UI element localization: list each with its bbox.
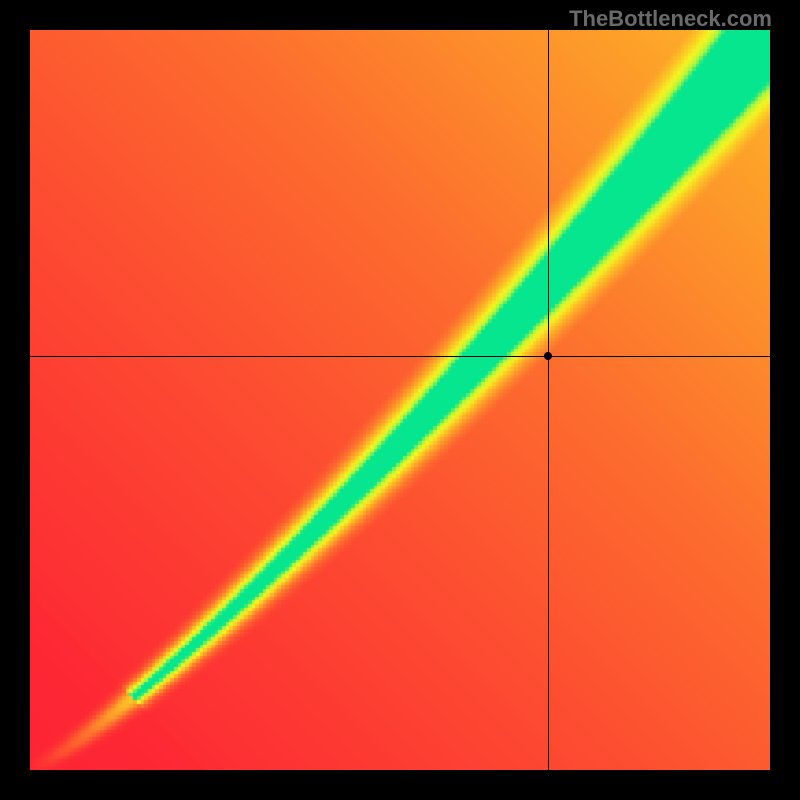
watermark-text: TheBottleneck.com xyxy=(569,6,772,32)
selection-marker[interactable] xyxy=(544,352,552,360)
crosshair-vertical xyxy=(548,30,549,770)
heatmap-canvas xyxy=(30,30,770,770)
bottleneck-heatmap xyxy=(30,30,770,770)
crosshair-horizontal xyxy=(30,356,770,357)
